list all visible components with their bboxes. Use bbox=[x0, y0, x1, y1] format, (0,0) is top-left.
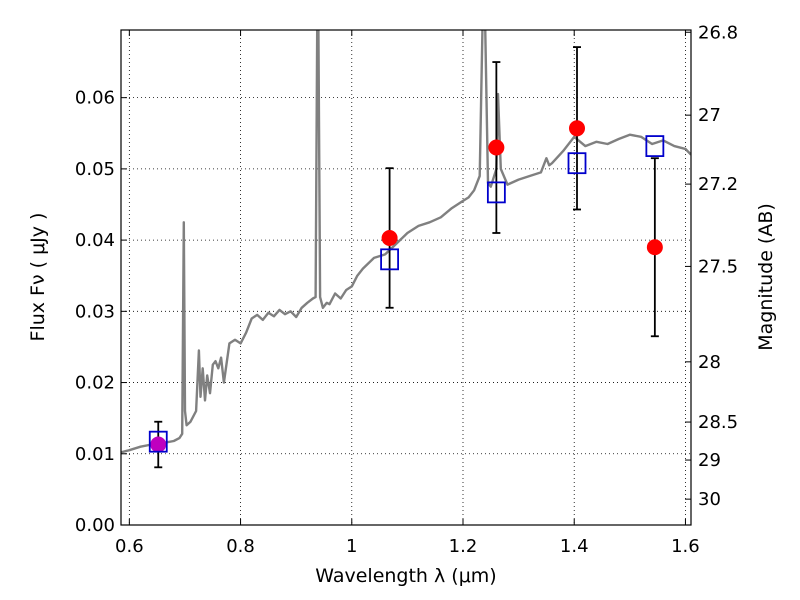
y-tick-label: 0.04 bbox=[75, 230, 115, 251]
y2-tick-label: 27.2 bbox=[698, 174, 738, 195]
y-tick-label: 0.05 bbox=[75, 159, 115, 180]
y-tick-label: 0.03 bbox=[75, 301, 115, 322]
x-tick-label: 1.2 bbox=[449, 536, 478, 557]
model-point bbox=[380, 248, 399, 271]
x-tick-label: 0.6 bbox=[115, 536, 144, 557]
y2-tick-label: 29 bbox=[698, 450, 721, 471]
model-point bbox=[567, 152, 587, 175]
plot-background bbox=[121, 30, 691, 525]
data-point bbox=[381, 229, 398, 246]
y-tick-label: 0.01 bbox=[75, 444, 115, 465]
y2-tick-label: 28 bbox=[698, 352, 721, 373]
x-tick-label: 1.4 bbox=[560, 536, 589, 557]
x-tick-label: 1.6 bbox=[671, 536, 700, 557]
spectrum-line bbox=[121, 30, 691, 454]
y2-tick-label: 28.5 bbox=[698, 412, 738, 433]
data-point bbox=[646, 239, 663, 256]
x-axis-title: Wavelength λ (μm) bbox=[315, 565, 496, 587]
y-tick-label: 0.06 bbox=[75, 88, 115, 109]
model-point bbox=[645, 135, 665, 157]
data-point bbox=[150, 436, 167, 453]
y-axis-title: Flux Fν ( μJy ) bbox=[27, 213, 49, 342]
x-axis: 0.6 0.8 1 1.2 1.4 1.6 bbox=[115, 30, 700, 557]
y-axis: 0.00 0.01 0.02 0.03 0.04 0.05 0.06 bbox=[75, 88, 127, 536]
y2-axis: 26.8 27 27.2 27.5 28 28.5 29 30 bbox=[685, 22, 738, 510]
model-point bbox=[486, 181, 506, 204]
data-point bbox=[488, 139, 505, 156]
y2-axis-title: Magnitude (AB) bbox=[755, 203, 777, 351]
y2-tick-label: 27 bbox=[698, 105, 721, 126]
y2-tick-label: 30 bbox=[698, 489, 721, 510]
x-tick-label: 0.8 bbox=[226, 536, 255, 557]
y2-tick-label: 26.8 bbox=[698, 22, 738, 43]
data-point bbox=[569, 120, 585, 137]
y2-tick-label: 27.5 bbox=[698, 256, 738, 277]
grid bbox=[121, 30, 691, 525]
y-tick-label: 0.00 bbox=[75, 515, 115, 536]
x-tick-label: 1 bbox=[346, 536, 357, 557]
model-point bbox=[148, 430, 168, 453]
y-tick-label: 0.02 bbox=[75, 373, 115, 394]
plot-frame bbox=[120, 29, 692, 526]
series-layer bbox=[121, 30, 691, 469]
